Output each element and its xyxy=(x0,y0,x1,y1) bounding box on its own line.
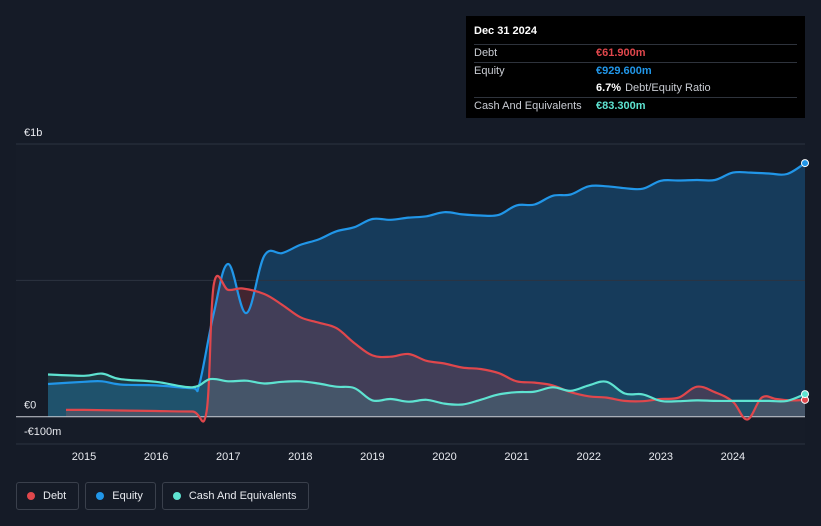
endpoint-cash-and-equivalents xyxy=(801,390,809,399)
tooltip-row-debt: Debt €61.900m xyxy=(474,44,797,62)
x-tick-label: 2019 xyxy=(360,451,384,463)
area-equity xyxy=(48,163,805,417)
area-debt xyxy=(66,275,805,422)
tooltip-label: Debt xyxy=(474,47,498,59)
line-equity xyxy=(47,162,806,393)
cash-dot-icon xyxy=(172,492,181,500)
tooltip-value: €83.300m xyxy=(596,100,646,112)
legend: Debt Equity Cash And Equivalents xyxy=(16,482,310,510)
area-cash-and-equivalents xyxy=(48,373,805,417)
legend-label: Equity xyxy=(112,490,143,502)
x-tick-label: 2016 xyxy=(144,451,168,463)
equity-dot-icon xyxy=(96,492,105,500)
line-cash-and-equivalents xyxy=(47,372,806,406)
tooltip-row-ratio: 6.7% Debt/Equity Ratio xyxy=(474,80,797,97)
x-tick-label: 2021 xyxy=(504,451,528,463)
legend-label: Debt xyxy=(43,490,67,502)
x-tick-label: 2015 xyxy=(72,451,96,463)
tooltip-label xyxy=(474,80,596,97)
tooltip-date: Dec 31 2024 xyxy=(474,25,537,37)
tooltip-row-equity: Equity €929.600m xyxy=(474,62,797,80)
endpoint-equity xyxy=(801,159,809,168)
tooltip-value: €61.900m xyxy=(596,47,646,59)
x-tick-label: 2024 xyxy=(721,451,745,463)
plot-background xyxy=(16,144,805,444)
tooltip-row-cash: Cash And Equivalents €83.300m xyxy=(474,97,797,115)
tooltip-ratio-label: Debt/Equity Ratio xyxy=(625,82,711,94)
tooltip-value: 6.7% xyxy=(596,82,622,94)
x-tick-label: 2022 xyxy=(576,451,600,463)
x-tick-label: 2017 xyxy=(216,451,240,463)
debt-dot-icon xyxy=(27,492,35,500)
x-tick-label: 2020 xyxy=(432,451,456,463)
legend-item-cash[interactable]: Cash And Equivalents xyxy=(161,482,310,510)
tooltip-label: Equity xyxy=(474,65,505,77)
tooltip-value: €929.600m xyxy=(596,65,652,77)
y-tick-label: -€100m xyxy=(24,426,61,438)
y-tick-label: €1b xyxy=(24,127,42,139)
line-debt xyxy=(65,274,806,423)
tooltip-panel: Dec 31 2024 Debt €61.900m Equity €929.60… xyxy=(466,16,805,118)
y-tick-label: €0 xyxy=(24,400,36,412)
legend-label: Cash And Equivalents xyxy=(188,490,297,502)
x-tick-label: 2018 xyxy=(288,451,312,463)
legend-item-equity[interactable]: Equity xyxy=(85,482,156,510)
tooltip-label: Cash And Equivalents xyxy=(474,100,582,112)
x-tick-label: 2023 xyxy=(649,451,673,463)
legend-item-debt[interactable]: Debt xyxy=(16,482,80,510)
